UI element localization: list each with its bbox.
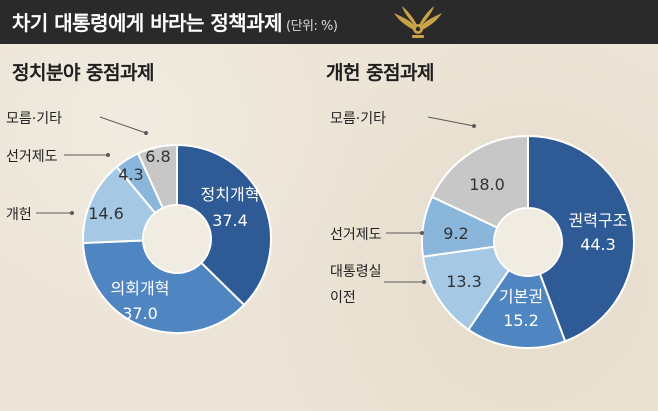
data-label-2: 15.2 bbox=[503, 311, 539, 330]
leader-dot-5 bbox=[472, 124, 476, 128]
category-label-3: 개헌 bbox=[6, 207, 32, 223]
leader-line-5 bbox=[427, 116, 475, 127]
slice-label-1: 정치개혁 bbox=[201, 185, 260, 204]
right-chart-title: 개헌 중점과제 bbox=[326, 62, 435, 84]
slice-label-2: 기본권 bbox=[499, 287, 543, 306]
header-bar: 차기 대통령에게 바라는 정책과제 (단위: %) bbox=[0, 0, 658, 44]
donut-hole bbox=[144, 206, 210, 272]
category-label-5: 모름·기타 bbox=[6, 111, 62, 127]
unit-label: (단위: %) bbox=[286, 19, 338, 34]
data-label-5: 6.8 bbox=[145, 147, 170, 166]
data-label-3: 14.6 bbox=[88, 204, 124, 223]
slice-1 bbox=[527, 134, 635, 343]
leader-dot-3 bbox=[70, 211, 74, 215]
data-label-1: 44.3 bbox=[580, 235, 616, 254]
leader-dot-5 bbox=[144, 131, 148, 135]
slice-label-1: 권력구조 bbox=[569, 211, 628, 230]
category-label-4: 선거제도 bbox=[6, 149, 58, 165]
slice-2 bbox=[82, 239, 246, 334]
left-donut-chart: 정치개혁 37.4 의회개혁 37.0 14.6 개헌 4.3 선거제도 6.8 모름·기타 bbox=[6, 111, 272, 334]
slice-5 bbox=[136, 143, 178, 210]
slice-3 bbox=[421, 245, 511, 332]
data-label-3: 13.3 bbox=[446, 272, 482, 291]
leader-dot-4 bbox=[420, 231, 424, 235]
slice-2 bbox=[467, 268, 567, 349]
left-chart-title: 정치분야 중점과제 bbox=[12, 62, 154, 84]
title-text: 차기 대통령에게 바라는 정책과제 bbox=[12, 11, 283, 35]
category-label-3: 대통령실 bbox=[330, 264, 382, 280]
donut-hole bbox=[495, 209, 561, 275]
data-label-5: 18.0 bbox=[469, 175, 505, 194]
leader-line-5 bbox=[99, 116, 147, 134]
leader-dot-3 bbox=[422, 280, 426, 284]
leader-dot-4 bbox=[106, 153, 110, 157]
data-label-2: 37.0 bbox=[122, 304, 158, 323]
slice-label-2: 의회개혁 bbox=[111, 279, 170, 298]
page-title: 차기 대통령에게 바라는 정책과제 (단위: %) bbox=[12, 7, 338, 36]
data-label-1: 37.4 bbox=[212, 211, 248, 230]
data-label-4: 9.2 bbox=[443, 224, 468, 243]
category-label-3-line2: 이전 bbox=[330, 290, 356, 306]
category-label-4: 선거제도 bbox=[330, 227, 382, 243]
slice-1 bbox=[176, 143, 272, 307]
slice-5 bbox=[430, 134, 529, 229]
phoenix-emblem-icon bbox=[394, 6, 442, 38]
data-label-4: 4.3 bbox=[118, 165, 143, 184]
category-label-5: 모름·기타 bbox=[330, 111, 386, 127]
